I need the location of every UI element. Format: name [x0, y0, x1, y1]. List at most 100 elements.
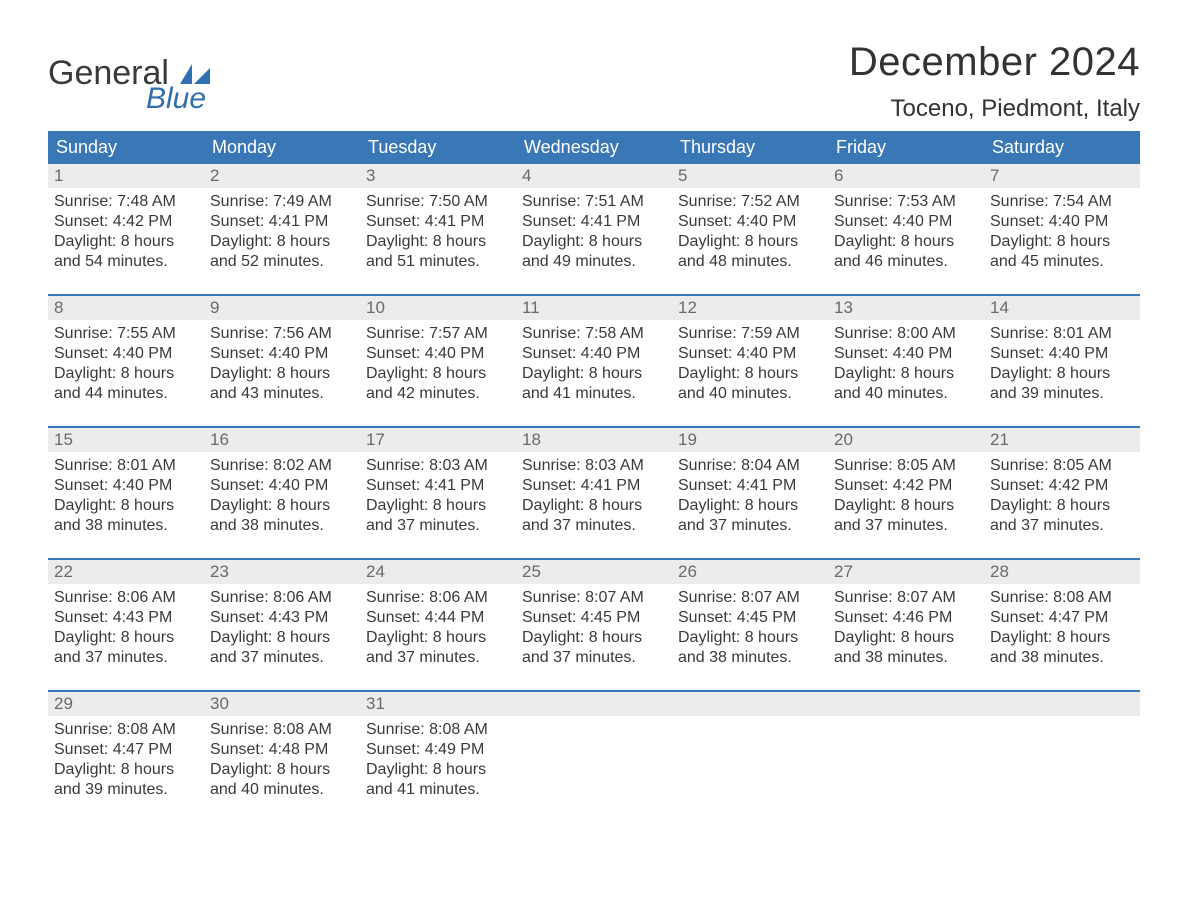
sunset-line: Sunset: 4:40 PM	[54, 344, 198, 364]
day-cell: 19Sunrise: 8:04 AMSunset: 4:41 PMDayligh…	[672, 428, 828, 546]
sunrise-line: Sunrise: 8:01 AM	[990, 324, 1134, 344]
sunset-line: Sunset: 4:41 PM	[210, 212, 354, 232]
day-number: 31	[360, 692, 516, 716]
day-number: 28	[984, 560, 1140, 584]
daylight-line-1: Daylight: 8 hours	[210, 496, 354, 516]
sunset-line: Sunset: 4:40 PM	[210, 344, 354, 364]
day-body: Sunrise: 7:51 AMSunset: 4:41 PMDaylight:…	[516, 188, 672, 276]
daylight-line-1: Daylight: 8 hours	[366, 760, 510, 780]
daylight-line-1: Daylight: 8 hours	[834, 232, 978, 252]
day-body: Sunrise: 8:01 AMSunset: 4:40 PMDaylight:…	[984, 320, 1140, 408]
month-title: December 2024	[849, 40, 1140, 85]
day-cell: 16Sunrise: 8:02 AMSunset: 4:40 PMDayligh…	[204, 428, 360, 546]
day-number: 26	[672, 560, 828, 584]
daylight-line-1: Daylight: 8 hours	[522, 364, 666, 384]
sunrise-line: Sunrise: 7:57 AM	[366, 324, 510, 344]
day-cell: 18Sunrise: 8:03 AMSunset: 4:41 PMDayligh…	[516, 428, 672, 546]
daylight-line-2: and 42 minutes.	[366, 384, 510, 404]
day-number: 27	[828, 560, 984, 584]
day-cell: 12Sunrise: 7:59 AMSunset: 4:40 PMDayligh…	[672, 296, 828, 414]
day-cell	[516, 692, 672, 810]
sunrise-line: Sunrise: 7:51 AM	[522, 192, 666, 212]
day-number: 21	[984, 428, 1140, 452]
sunset-line: Sunset: 4:40 PM	[678, 212, 822, 232]
daylight-line-2: and 39 minutes.	[54, 780, 198, 800]
sunrise-line: Sunrise: 8:06 AM	[210, 588, 354, 608]
daylight-line-2: and 41 minutes.	[366, 780, 510, 800]
day-cell: 11Sunrise: 7:58 AMSunset: 4:40 PMDayligh…	[516, 296, 672, 414]
sunrise-line: Sunrise: 8:04 AM	[678, 456, 822, 476]
sunrise-line: Sunrise: 8:05 AM	[834, 456, 978, 476]
day-body	[672, 716, 828, 724]
daylight-line-2: and 38 minutes.	[834, 648, 978, 668]
daylight-line-1: Daylight: 8 hours	[834, 628, 978, 648]
day-number: 13	[828, 296, 984, 320]
day-body: Sunrise: 7:50 AMSunset: 4:41 PMDaylight:…	[360, 188, 516, 276]
day-cell: 17Sunrise: 8:03 AMSunset: 4:41 PMDayligh…	[360, 428, 516, 546]
daylight-line-1: Daylight: 8 hours	[54, 232, 198, 252]
day-number: 19	[672, 428, 828, 452]
sunset-line: Sunset: 4:41 PM	[366, 212, 510, 232]
day-body: Sunrise: 7:48 AMSunset: 4:42 PMDaylight:…	[48, 188, 204, 276]
sunrise-line: Sunrise: 8:07 AM	[678, 588, 822, 608]
day-body: Sunrise: 7:58 AMSunset: 4:40 PMDaylight:…	[516, 320, 672, 408]
day-number: 14	[984, 296, 1140, 320]
daylight-line-2: and 52 minutes.	[210, 252, 354, 272]
day-body: Sunrise: 7:52 AMSunset: 4:40 PMDaylight:…	[672, 188, 828, 276]
daylight-line-1: Daylight: 8 hours	[678, 496, 822, 516]
daylight-line-1: Daylight: 8 hours	[990, 628, 1134, 648]
day-number: 22	[48, 560, 204, 584]
daylight-line-2: and 43 minutes.	[210, 384, 354, 404]
daylight-line-1: Daylight: 8 hours	[210, 760, 354, 780]
day-body: Sunrise: 8:05 AMSunset: 4:42 PMDaylight:…	[984, 452, 1140, 540]
sunrise-line: Sunrise: 8:00 AM	[834, 324, 978, 344]
day-number: 10	[360, 296, 516, 320]
sunset-line: Sunset: 4:40 PM	[678, 344, 822, 364]
sunset-line: Sunset: 4:40 PM	[522, 344, 666, 364]
sunrise-line: Sunrise: 8:07 AM	[834, 588, 978, 608]
day-body: Sunrise: 8:04 AMSunset: 4:41 PMDaylight:…	[672, 452, 828, 540]
daylight-line-1: Daylight: 8 hours	[990, 232, 1134, 252]
sunrise-line: Sunrise: 8:07 AM	[522, 588, 666, 608]
daylight-line-1: Daylight: 8 hours	[522, 496, 666, 516]
day-cell: 23Sunrise: 8:06 AMSunset: 4:43 PMDayligh…	[204, 560, 360, 678]
daylight-line-2: and 37 minutes.	[990, 516, 1134, 536]
daylight-line-2: and 37 minutes.	[522, 516, 666, 536]
daylight-line-2: and 40 minutes.	[210, 780, 354, 800]
day-cell: 25Sunrise: 8:07 AMSunset: 4:45 PMDayligh…	[516, 560, 672, 678]
sunset-line: Sunset: 4:40 PM	[990, 344, 1134, 364]
daylight-line-1: Daylight: 8 hours	[210, 364, 354, 384]
calendar: SundayMondayTuesdayWednesdayThursdayFrid…	[48, 131, 1140, 810]
day-cell: 15Sunrise: 8:01 AMSunset: 4:40 PMDayligh…	[48, 428, 204, 546]
daylight-line-2: and 38 minutes.	[210, 516, 354, 536]
day-body: Sunrise: 8:06 AMSunset: 4:43 PMDaylight:…	[48, 584, 204, 672]
daylight-line-2: and 37 minutes.	[366, 648, 510, 668]
sunset-line: Sunset: 4:40 PM	[834, 212, 978, 232]
sunrise-line: Sunrise: 7:58 AM	[522, 324, 666, 344]
daylight-line-2: and 37 minutes.	[54, 648, 198, 668]
daylight-line-1: Daylight: 8 hours	[522, 628, 666, 648]
day-body: Sunrise: 8:02 AMSunset: 4:40 PMDaylight:…	[204, 452, 360, 540]
day-number: 2	[204, 164, 360, 188]
day-cell: 9Sunrise: 7:56 AMSunset: 4:40 PMDaylight…	[204, 296, 360, 414]
sunrise-line: Sunrise: 8:08 AM	[210, 720, 354, 740]
day-number: 30	[204, 692, 360, 716]
day-body: Sunrise: 8:03 AMSunset: 4:41 PMDaylight:…	[360, 452, 516, 540]
sunset-line: Sunset: 4:47 PM	[54, 740, 198, 760]
day-number	[672, 692, 828, 716]
day-body: Sunrise: 8:00 AMSunset: 4:40 PMDaylight:…	[828, 320, 984, 408]
day-body: Sunrise: 8:06 AMSunset: 4:44 PMDaylight:…	[360, 584, 516, 672]
day-cell: 14Sunrise: 8:01 AMSunset: 4:40 PMDayligh…	[984, 296, 1140, 414]
sunset-line: Sunset: 4:40 PM	[990, 212, 1134, 232]
daylight-line-2: and 51 minutes.	[366, 252, 510, 272]
sunrise-line: Sunrise: 7:52 AM	[678, 192, 822, 212]
day-cell: 2Sunrise: 7:49 AMSunset: 4:41 PMDaylight…	[204, 164, 360, 282]
sunrise-line: Sunrise: 7:53 AM	[834, 192, 978, 212]
day-cell: 22Sunrise: 8:06 AMSunset: 4:43 PMDayligh…	[48, 560, 204, 678]
sunrise-line: Sunrise: 8:03 AM	[522, 456, 666, 476]
day-body: Sunrise: 8:05 AMSunset: 4:42 PMDaylight:…	[828, 452, 984, 540]
day-cell: 20Sunrise: 8:05 AMSunset: 4:42 PMDayligh…	[828, 428, 984, 546]
sunset-line: Sunset: 4:41 PM	[522, 212, 666, 232]
sunrise-line: Sunrise: 8:08 AM	[366, 720, 510, 740]
sunrise-line: Sunrise: 8:06 AM	[54, 588, 198, 608]
